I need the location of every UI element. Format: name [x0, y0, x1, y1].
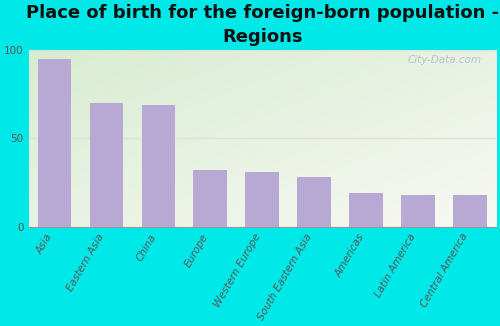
Bar: [142, 105, 176, 227]
Bar: [90, 103, 124, 227]
Bar: [194, 170, 227, 227]
Title: Place of birth for the foreign-born population -
Regions: Place of birth for the foreign-born popu…: [26, 4, 499, 46]
Bar: [349, 193, 383, 227]
Bar: [38, 59, 72, 227]
Bar: [246, 172, 279, 227]
Bar: [298, 177, 331, 227]
Bar: [401, 195, 435, 227]
Bar: [453, 195, 486, 227]
Text: City-Data.com: City-Data.com: [408, 55, 482, 66]
